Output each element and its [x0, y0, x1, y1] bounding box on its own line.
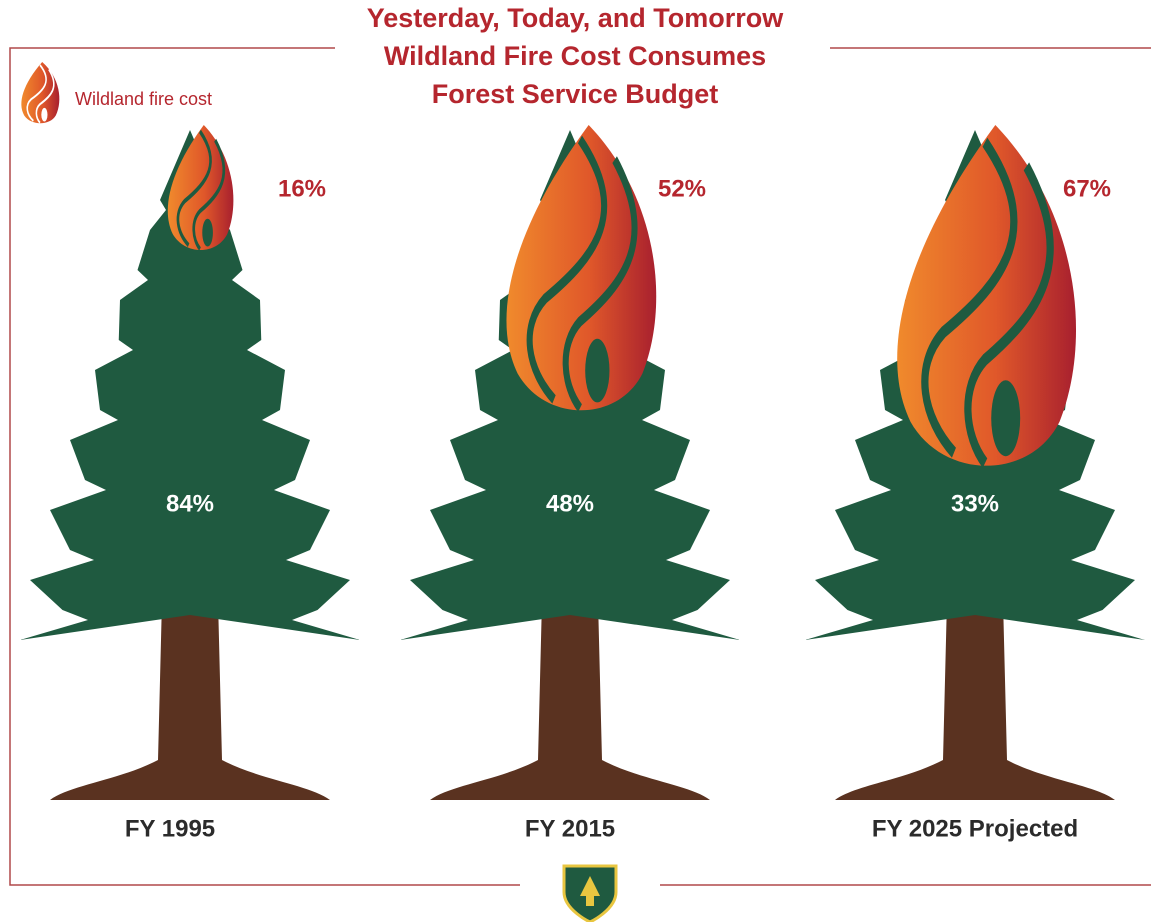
fire-share-label: 52% — [658, 175, 706, 202]
flame — [167, 125, 234, 251]
flame-stripe — [192, 138, 226, 251]
category-label: FY 2025 Projected — [872, 815, 1078, 842]
logo — [562, 864, 618, 922]
flame-stripe — [26, 64, 47, 122]
fire-share-label: 16% — [278, 175, 326, 202]
flame-stripe — [526, 135, 608, 404]
budget-share-label: 48% — [546, 490, 594, 517]
flame-core — [41, 107, 48, 122]
flame — [506, 125, 657, 413]
flame-core — [991, 380, 1021, 457]
flame-stripe — [176, 129, 212, 248]
flame — [897, 125, 1077, 468]
title-line: Forest Service Budget — [432, 79, 719, 109]
title-line: Wildland Fire Cost Consumes — [384, 41, 766, 71]
flame-core — [585, 338, 610, 403]
title-line: Yesterday, Today, and Tomorrow — [367, 3, 785, 33]
legend-icon — [21, 62, 60, 124]
category-label: FY 1995 — [125, 815, 215, 842]
flame-stripe — [921, 137, 1018, 458]
flame-core — [202, 218, 213, 247]
tree-trunk — [835, 600, 1115, 800]
fire-share-label: 67% — [1063, 175, 1111, 202]
legend-label: Wildland fire cost — [75, 89, 212, 109]
flame-stripe — [562, 156, 638, 413]
tree-canopy — [20, 130, 360, 640]
category-label: FY 2015 — [525, 815, 615, 842]
flame-stripe — [964, 162, 1054, 468]
frame — [9, 47, 1151, 886]
flame-stripe — [35, 68, 55, 124]
tree-trunk — [430, 600, 710, 800]
budget-share-label: 33% — [951, 490, 999, 517]
budget-share-label: 84% — [166, 490, 214, 517]
tree-trunk — [50, 600, 330, 800]
